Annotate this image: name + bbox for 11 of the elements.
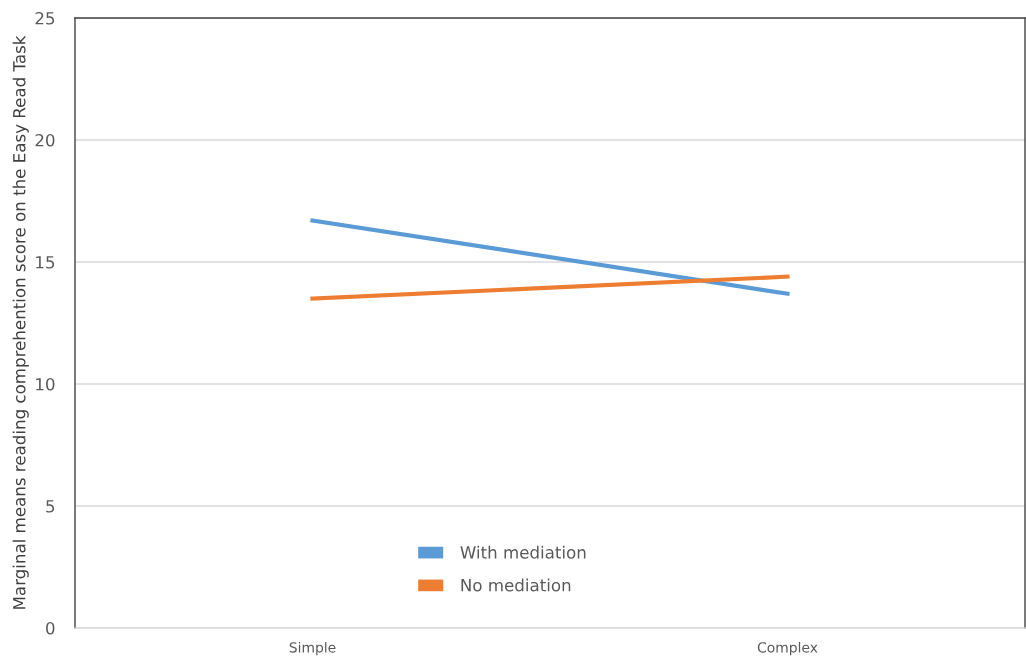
y-tick-label: 15: [36, 256, 55, 269]
y-tick-label: 10: [36, 377, 55, 391]
legend-label: With mediation: [460, 545, 586, 559]
legend-label: No mediation: [461, 578, 571, 592]
y-tick-label: 20: [35, 133, 55, 147]
x-tick-label: Simple: [289, 641, 336, 656]
x-tick-label: Complex: [757, 641, 818, 656]
y-axis-title: Marginal means reading comprehention score on the Easy Read Task: [12, 35, 29, 609]
y-tick-label: 25: [35, 11, 55, 25]
y-tick-label: 0: [46, 621, 55, 635]
y-tick-label: 5: [46, 500, 55, 513]
